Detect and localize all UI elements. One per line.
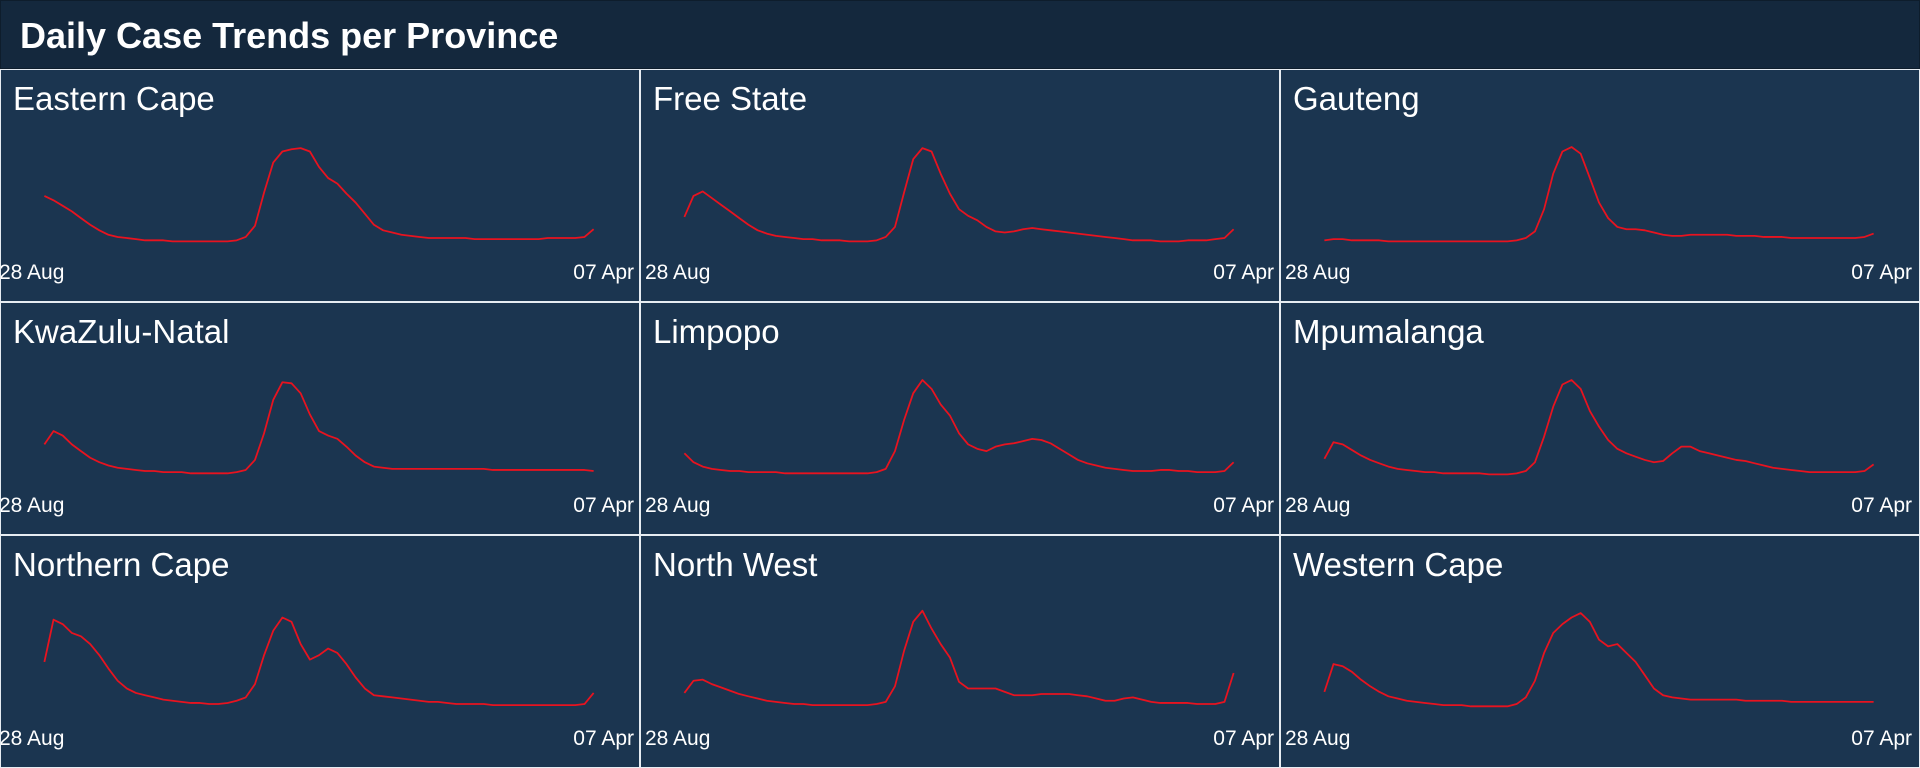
case-trend-line — [1324, 146, 1874, 243]
province-chart-title: KwaZulu-Natal — [13, 313, 230, 350]
province-sparkline-chart — [683, 147, 1235, 243]
province-sparkline-chart — [1323, 612, 1874, 708]
province-sparkline-chart — [43, 616, 595, 707]
province-sparkline-chart — [1323, 379, 1875, 476]
case-trend-line — [1323, 612, 1874, 708]
province-sparkline-chart — [683, 609, 1235, 707]
case-trend-line — [683, 379, 1235, 475]
case-trend-line — [44, 147, 595, 243]
x-axis-end-label: 07 Apr — [1213, 261, 1274, 284]
province-chart-grid: Eastern Cape 28 Aug 07 Apr Free State 28 Aug… — [0, 69, 1920, 768]
province-sparkline-chart — [683, 379, 1235, 475]
x-axis-end-label: 07 Apr — [1851, 727, 1912, 750]
province-chart-panel: KwaZulu-Natal 28 Aug 07 Apr — [0, 302, 640, 535]
province-chart-title: Free State — [653, 80, 808, 117]
province-chart-title: Gauteng — [1293, 80, 1420, 117]
province-chart-panel: North West 28 Aug 07 Apr — [640, 535, 1280, 768]
x-axis-end-label: 07 Apr — [573, 494, 634, 517]
province-chart-panel: Gauteng 28 Aug 07 Apr — [1280, 69, 1920, 302]
province-chart-title: Northern Cape — [13, 546, 230, 583]
province-chart-panel: Mpumalanga 28 Aug 07 Apr — [1280, 302, 1920, 535]
province-sparkline-chart — [43, 381, 594, 475]
province-chart-panel: Eastern Cape 28 Aug 07 Apr — [0, 69, 640, 302]
province-chart-title: Limpopo — [653, 313, 780, 350]
x-axis-end-label: 07 Apr — [1851, 261, 1912, 284]
x-axis-start-label: 28 Aug — [645, 494, 711, 517]
province-chart-title: Western Cape — [1293, 546, 1504, 583]
x-axis-start-label: 28 Aug — [0, 727, 65, 750]
x-axis-end-label: 07 Apr — [1851, 494, 1912, 517]
x-axis-start-label: 28 Aug — [1285, 727, 1351, 750]
province-chart-panel: Northern Cape 28 Aug 07 Apr — [0, 535, 640, 768]
province-chart-panel: Limpopo 28 Aug 07 Apr — [640, 302, 1280, 535]
province-sparkline-chart — [44, 147, 595, 243]
x-axis-start-label: 28 Aug — [0, 494, 65, 517]
province-chart-panel: Free State 28 Aug 07 Apr — [640, 69, 1280, 302]
dashboard-header: Daily Case Trends per Province — [0, 0, 1920, 69]
x-axis-end-label: 07 Apr — [573, 727, 634, 750]
province-chart-title: North West — [653, 546, 818, 583]
province-sparkline-chart — [1324, 146, 1874, 243]
x-axis-end-label: 07 Apr — [1213, 494, 1274, 517]
page-title: Daily Case Trends per Province — [20, 15, 559, 56]
province-chart-panel: Western Cape 28 Aug 07 Apr — [1280, 535, 1920, 768]
case-trend-line — [683, 609, 1235, 707]
x-axis-end-label: 07 Apr — [1213, 727, 1274, 750]
case-trend-line — [1323, 379, 1875, 476]
x-axis-start-label: 28 Aug — [0, 261, 65, 284]
case-trend-line — [683, 147, 1235, 243]
x-axis-start-label: 28 Aug — [645, 727, 711, 750]
x-axis-start-label: 28 Aug — [645, 261, 711, 284]
province-chart-title: Mpumalanga — [1293, 313, 1484, 350]
x-axis-end-label: 07 Apr — [573, 261, 634, 284]
x-axis-start-label: 28 Aug — [1285, 261, 1351, 284]
x-axis-start-label: 28 Aug — [1285, 494, 1351, 517]
case-trend-line — [43, 616, 595, 707]
province-chart-title: Eastern Cape — [13, 80, 215, 117]
case-trend-line — [43, 381, 594, 475]
